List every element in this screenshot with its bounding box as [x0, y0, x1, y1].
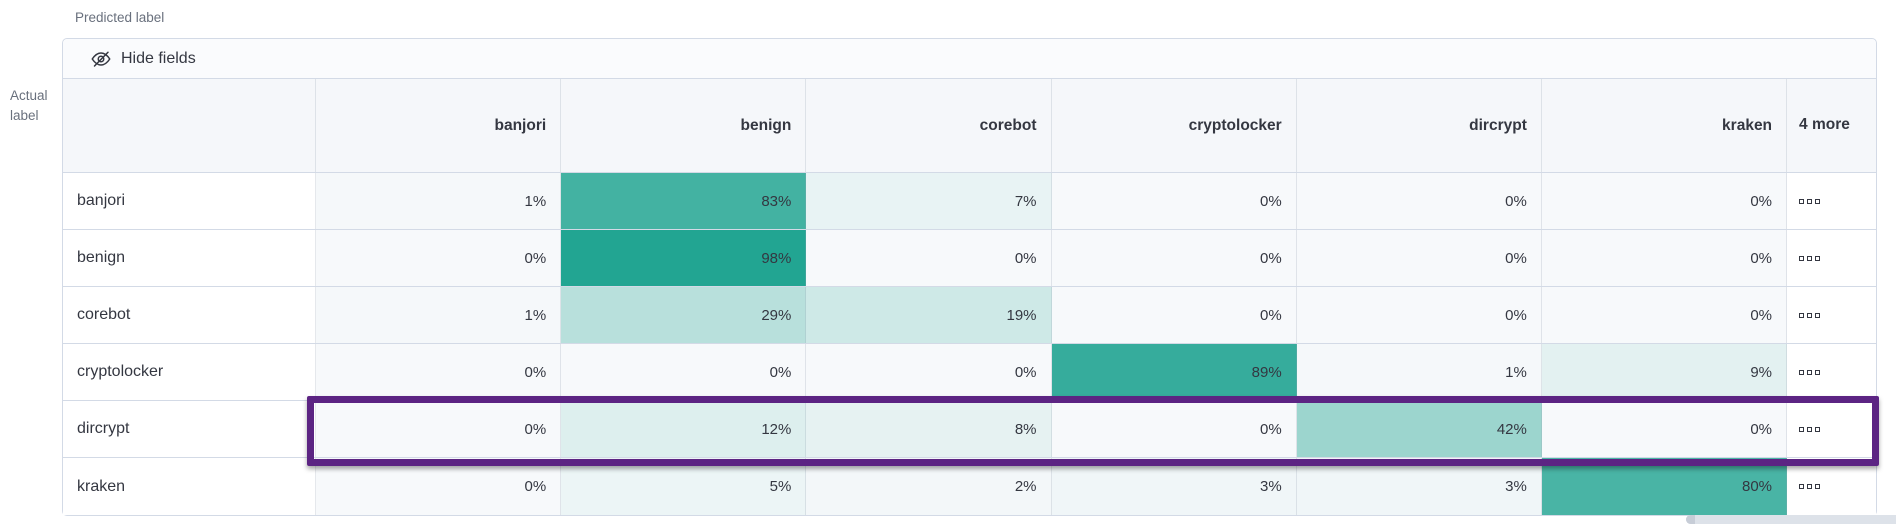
cell-cryptolocker-corebot[interactable]: 0%: [806, 344, 1052, 400]
cell-corebot-dircrypt[interactable]: 0%: [1296, 287, 1542, 343]
cell-banjori-kraken[interactable]: 0%: [1541, 173, 1788, 229]
boxes-horizontal-icon: [1799, 198, 1821, 204]
table-row-corebot: corebot 1% 29% 19% 0% 0% 0%: [63, 287, 1877, 344]
row-label-banjori[interactable]: banjori: [63, 173, 316, 229]
table-row-benign: benign 0% 98% 0% 0% 0% 0%: [63, 230, 1877, 287]
cell-benign-kraken[interactable]: 0%: [1541, 230, 1788, 286]
cell-kraken-dircrypt[interactable]: 3%: [1296, 458, 1542, 515]
cell-cryptolocker-benign[interactable]: 0%: [561, 344, 807, 400]
column-header-kraken[interactable]: kraken: [1541, 79, 1788, 172]
cell-corebot-cryptolocker[interactable]: 0%: [1051, 287, 1297, 343]
boxes-horizontal-icon: [1799, 255, 1821, 261]
column-header-corebot[interactable]: corebot: [806, 79, 1052, 172]
grid-header-row: banjori benign corebot cryptolocker dircrypt…: [63, 79, 1877, 173]
cell-dircrypt-dircrypt[interactable]: 42%: [1296, 401, 1542, 457]
row-label-corebot[interactable]: corebot: [63, 287, 316, 343]
cell-kraken-banjori[interactable]: 0%: [316, 458, 562, 515]
cell-dircrypt-corebot[interactable]: 8%: [806, 401, 1052, 457]
cell-kraken-kraken[interactable]: 80%: [1541, 458, 1788, 515]
cell-banjori-benign[interactable]: 83%: [561, 173, 807, 229]
cell-banjori-cryptolocker[interactable]: 0%: [1051, 173, 1297, 229]
cell-dircrypt-benign[interactable]: 12%: [561, 401, 807, 457]
row-actions-cell-cryptolocker[interactable]: [1787, 344, 1877, 400]
table-row-kraken: kraken 0% 5% 2% 3% 3% 80%: [63, 458, 1877, 515]
boxes-horizontal-icon: [1799, 312, 1821, 318]
row-actions-cell-benign[interactable]: [1787, 230, 1877, 286]
cell-dircrypt-banjori[interactable]: 0%: [316, 401, 562, 457]
cell-corebot-kraken[interactable]: 0%: [1541, 287, 1788, 343]
cell-cryptolocker-banjori[interactable]: 0%: [316, 344, 562, 400]
cell-cryptolocker-kraken[interactable]: 9%: [1541, 344, 1788, 400]
hide-fields-label: Hide fields: [121, 49, 196, 67]
table-row-cryptolocker: cryptolocker 0% 0% 0% 89% 1% 9%: [63, 344, 1877, 401]
row-label-dircrypt[interactable]: dircrypt: [63, 401, 316, 457]
cell-benign-banjori[interactable]: 0%: [316, 230, 562, 286]
cell-cryptolocker-dircrypt[interactable]: 1%: [1296, 344, 1542, 400]
cell-banjori-banjori[interactable]: 1%: [316, 173, 562, 229]
cell-kraken-benign[interactable]: 5%: [561, 458, 807, 515]
cell-kraken-cryptolocker[interactable]: 3%: [1051, 458, 1297, 515]
header-spacer-cell: [63, 79, 316, 172]
cell-dircrypt-kraken[interactable]: 0%: [1541, 401, 1788, 457]
boxes-horizontal-icon: [1799, 426, 1821, 432]
cell-corebot-corebot[interactable]: 19%: [806, 287, 1052, 343]
cell-banjori-corebot[interactable]: 7%: [806, 173, 1052, 229]
column-header-benign[interactable]: benign: [561, 79, 807, 172]
confusion-matrix-grid: Hide fields banjori benign corebot cryptolo…: [62, 38, 1879, 516]
cell-benign-cryptolocker[interactable]: 0%: [1051, 230, 1297, 286]
row-actions-cell-corebot[interactable]: [1787, 287, 1877, 343]
row-label-benign[interactable]: benign: [63, 230, 316, 286]
row-actions-cell-dircrypt[interactable]: [1787, 401, 1877, 457]
boxes-horizontal-icon: [1799, 484, 1821, 489]
column-header-more[interactable]: 4 more: [1787, 79, 1877, 172]
row-actions-cell-kraken[interactable]: [1787, 458, 1877, 515]
hide-fields-button[interactable]: Hide fields: [83, 45, 204, 73]
cell-corebot-banjori[interactable]: 1%: [316, 287, 562, 343]
column-header-cryptolocker[interactable]: cryptolocker: [1051, 79, 1297, 172]
cell-corebot-benign[interactable]: 29%: [561, 287, 807, 343]
horizontal-scrollbar[interactable]: [1686, 515, 1896, 524]
cell-benign-dircrypt[interactable]: 0%: [1296, 230, 1542, 286]
grid-toolbar: Hide fields: [63, 39, 1876, 79]
row-label-cryptolocker[interactable]: cryptolocker: [63, 344, 316, 400]
cell-dircrypt-cryptolocker[interactable]: 0%: [1051, 401, 1297, 457]
table-row-dircrypt: dircrypt 0% 12% 8% 0% 42% 0%: [63, 401, 1877, 458]
actual-label-axis-title: Actual label: [10, 88, 48, 123]
column-header-dircrypt[interactable]: dircrypt: [1296, 79, 1542, 172]
cell-banjori-dircrypt[interactable]: 0%: [1296, 173, 1542, 229]
row-label-kraken[interactable]: kraken: [63, 458, 316, 515]
table-row-banjori: banjori 1% 83% 7% 0% 0% 0%: [63, 173, 1877, 230]
column-header-banjori[interactable]: banjori: [316, 79, 562, 172]
cell-cryptolocker-cryptolocker[interactable]: 89%: [1051, 344, 1297, 400]
predicted-label-axis-title: Predicted label: [75, 10, 165, 25]
boxes-horizontal-icon: [1799, 369, 1821, 375]
cell-benign-corebot[interactable]: 0%: [806, 230, 1052, 286]
cell-benign-benign[interactable]: 98%: [561, 230, 807, 286]
grid-body: banjori 1% 83% 7% 0% 0% 0% benign 0% 98% 0% 0% 0% 0% c…: [63, 173, 1877, 515]
row-actions-cell-banjori[interactable]: [1787, 173, 1877, 229]
eye-closed-icon: [91, 49, 111, 69]
cell-kraken-corebot[interactable]: 2%: [806, 458, 1052, 515]
